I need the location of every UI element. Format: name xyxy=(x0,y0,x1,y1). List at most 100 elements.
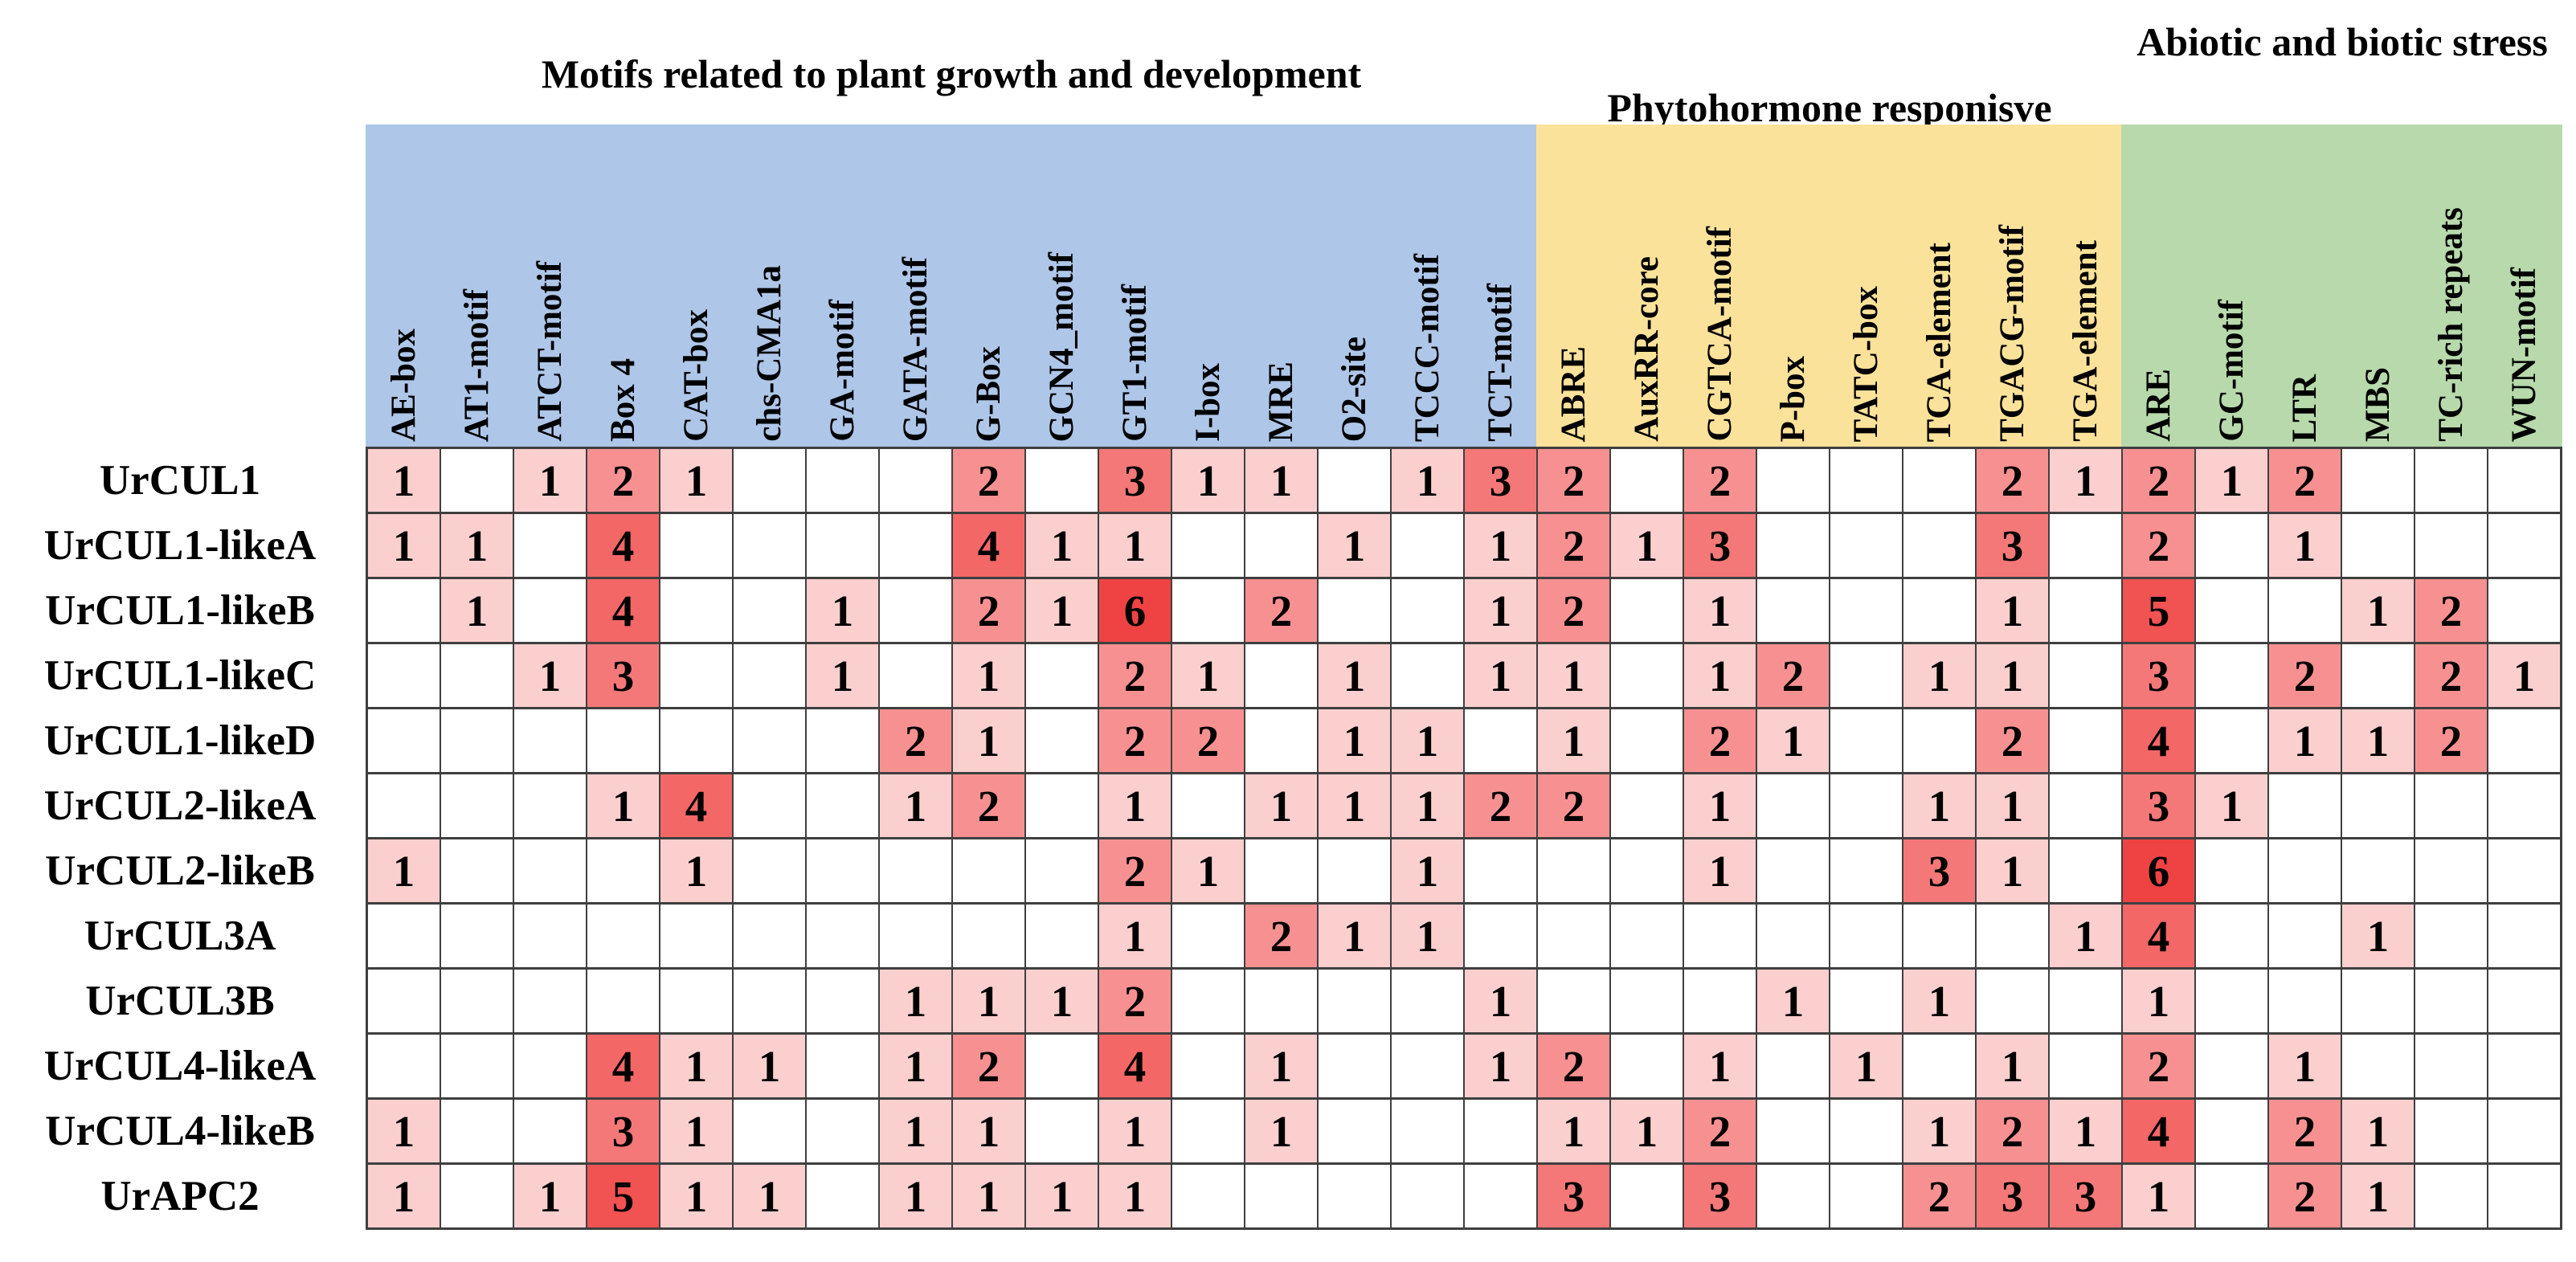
heatmap-cell: 1 xyxy=(1977,644,2048,707)
heatmap-cell xyxy=(2196,839,2267,902)
heatmap-cell: 1 xyxy=(368,839,440,902)
header-band: AE-box AT1-motif ATCT-motif Box 4 CAT-box chs… xyxy=(366,125,2562,447)
heatmap-cell xyxy=(2342,644,2414,707)
column-label-text: O2-site xyxy=(1335,336,1373,442)
row-label: UrCUL1-likeC xyxy=(43,652,317,699)
heatmap-cell: 1 xyxy=(880,1035,951,1097)
heatmap-cell: 1 xyxy=(1977,839,2048,902)
heatmap-cell: 1 xyxy=(1026,579,1098,642)
column-label-text: LTR xyxy=(2286,374,2324,442)
heatmap-cell xyxy=(2050,970,2121,1032)
heatmap-cell: 2 xyxy=(1538,514,1609,577)
heatmap-cell xyxy=(1392,970,1463,1032)
heatmap-cell: 1 xyxy=(1245,1035,1317,1097)
heatmap-cell: 3 xyxy=(2050,1165,2121,1227)
heatmap-cell: 1 xyxy=(1099,774,1171,837)
column-label-text: TC-rich repeats xyxy=(2432,207,2470,442)
heatmap-cell: 1 xyxy=(2269,709,2341,772)
column-label-text: ABRE xyxy=(1555,345,1593,442)
column-label-text: CAT-box xyxy=(677,309,715,442)
heatmap-cell xyxy=(1757,839,1829,902)
heatmap-cell xyxy=(660,644,732,707)
heatmap-cell xyxy=(2488,839,2560,902)
heatmap-cell xyxy=(1903,579,1975,642)
heatmap-cell xyxy=(1172,1035,1244,1097)
heatmap-cell xyxy=(2342,970,2414,1032)
heatmap-cell: 1 xyxy=(1026,1165,1098,1227)
heatmap-cell xyxy=(2488,1035,2560,1097)
heatmap-cell xyxy=(514,970,586,1032)
heatmap-cell xyxy=(441,709,513,772)
heatmap-cell: 1 xyxy=(514,644,586,707)
heatmap-cell: 3 xyxy=(1099,449,1171,512)
heatmap-cell xyxy=(1830,839,1902,902)
heatmap-cell: 1 xyxy=(368,1165,440,1227)
heatmap-cell: 2 xyxy=(2123,449,2194,512)
row-label: UrCUL4-likeA xyxy=(43,1043,317,1089)
heatmap-cell xyxy=(2050,644,2121,707)
heatmap-cell xyxy=(1830,644,1902,707)
heatmap-cell: 1 xyxy=(1465,970,1536,1032)
column-label: TCA-element xyxy=(1903,125,1975,447)
heatmap-cell: 1 xyxy=(1319,709,1390,772)
column-label-text: GATA-motif xyxy=(897,256,934,442)
heatmap-cell xyxy=(514,579,586,642)
heatmap-cell xyxy=(1903,709,1975,772)
heatmap-cell xyxy=(368,905,440,967)
heatmap-cell xyxy=(1465,839,1536,902)
heatmap-cell xyxy=(734,1100,805,1162)
heatmap-cell xyxy=(1830,514,1902,577)
heatmap-cell: 2 xyxy=(587,449,659,512)
heatmap-cell xyxy=(2342,449,2414,512)
heatmap-cell xyxy=(2415,970,2487,1032)
heatmap-cell xyxy=(514,839,586,902)
column-label-text: GT1-motif xyxy=(1116,284,1154,442)
heatmap-cell xyxy=(2415,1035,2487,1097)
heatmap-cell: 2 xyxy=(1099,644,1171,707)
heatmap-cell: 1 xyxy=(953,644,1024,707)
heatmap-cell xyxy=(734,514,805,577)
heatmap-cell xyxy=(2269,839,2341,902)
heatmap-cell xyxy=(1757,449,1829,512)
heatmap-cell: 2 xyxy=(2269,1100,2341,1162)
heatmap-cell xyxy=(1465,1100,1536,1162)
heatmap-cell: 4 xyxy=(2123,709,2194,772)
column-label: I-box xyxy=(1172,125,1244,447)
heatmap-cell xyxy=(880,579,951,642)
heatmap-cell xyxy=(514,514,586,577)
heatmap-cell: 1 xyxy=(1319,514,1390,577)
heatmap-cell xyxy=(807,774,878,837)
heatmap-cell: 1 xyxy=(1172,644,1244,707)
heatmap-cell: 2 xyxy=(1684,1100,1756,1162)
heatmap-cell xyxy=(1611,1035,1683,1097)
heatmap-cell xyxy=(1319,1035,1390,1097)
heatmap-cell: 1 xyxy=(660,1100,732,1162)
row-label: UrCUL4-likeB xyxy=(45,1108,315,1154)
column-label: G-Box xyxy=(953,125,1024,447)
column-label: GA-motif xyxy=(807,125,878,447)
heatmap-cell: 1 xyxy=(1392,774,1463,837)
heatmap-cell xyxy=(734,774,805,837)
heatmap-cell xyxy=(1245,644,1317,707)
heatmap-cell xyxy=(1903,449,1975,512)
heatmap-cell xyxy=(1977,905,2048,967)
heatmap-cell: 1 xyxy=(2269,1035,2341,1097)
heatmap-cell xyxy=(2415,514,2487,577)
heatmap-cell: 6 xyxy=(1099,579,1171,642)
column-label-text: GC-motif xyxy=(2213,300,2251,442)
heatmap-cell: 1 xyxy=(1392,449,1463,512)
row-label: UrAPC2 xyxy=(100,1173,260,1219)
heatmap-cell: 2 xyxy=(2123,514,2194,577)
heatmap-cell: 2 xyxy=(953,579,1024,642)
heatmap-cell: 5 xyxy=(2123,579,2194,642)
heatmap-cell: 2 xyxy=(2269,449,2341,512)
heatmap-cell xyxy=(1830,579,1902,642)
heatmap-cell: 1 xyxy=(441,579,513,642)
heatmap-cell xyxy=(1172,579,1244,642)
heatmap-cell: 1 xyxy=(2050,905,2121,967)
heatmap-cell xyxy=(1611,709,1683,772)
heatmap-cell xyxy=(441,1100,513,1162)
heatmap-cell xyxy=(1830,774,1902,837)
heatmap-cell: 3 xyxy=(2123,774,2194,837)
column-label-text: MRE xyxy=(1262,361,1300,442)
